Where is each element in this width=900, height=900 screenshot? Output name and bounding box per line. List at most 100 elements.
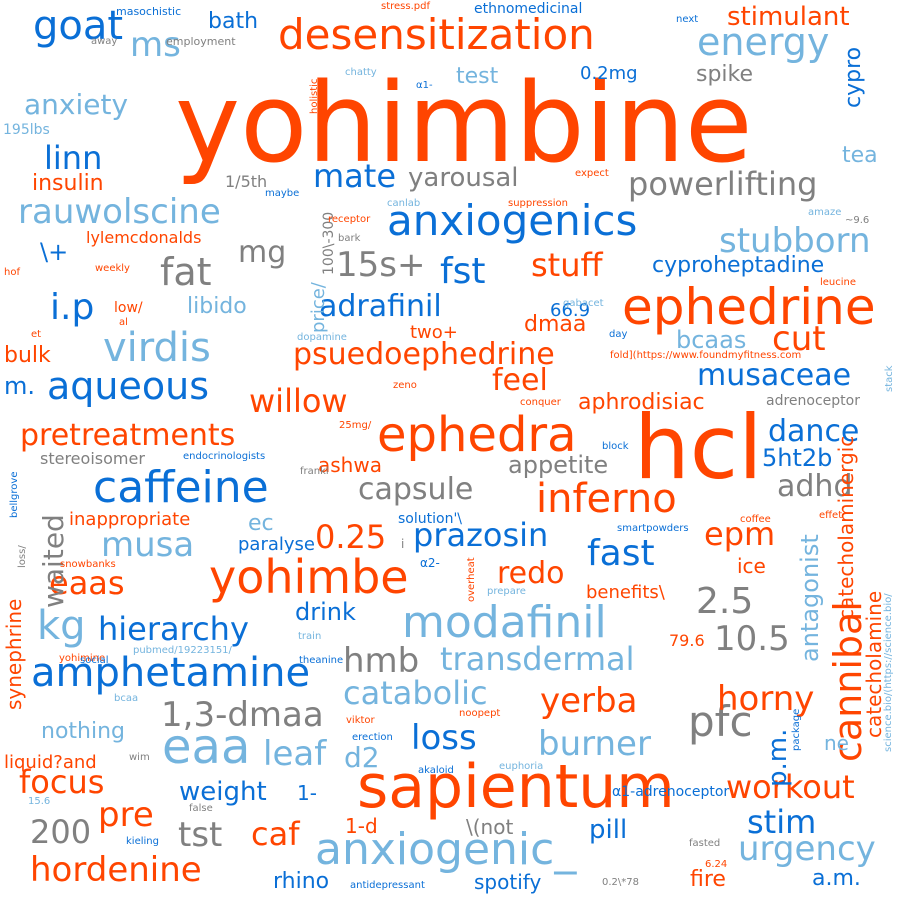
word-200: 200 — [30, 813, 92, 851]
word-willow: willow — [249, 382, 348, 420]
word-false: false — [189, 803, 213, 814]
word-feel: feel — [492, 363, 548, 398]
word-chatty: chatty — [345, 67, 377, 78]
word-fire: fire — [690, 867, 726, 892]
word-dopamine: dopamine — [297, 332, 347, 343]
word-ne: ne — [824, 731, 849, 755]
word-musaceae: musaceae — [697, 358, 852, 393]
word-symbol: \+ — [40, 238, 69, 266]
word-goat: goat — [33, 3, 124, 49]
word-1-5th: 1/5th — [225, 172, 268, 191]
word-test: test — [456, 64, 499, 89]
word-rauwolscine: rauwolscine — [18, 192, 221, 232]
word-effet: effet — [819, 510, 843, 521]
word-synephrine: synephrine — [2, 598, 26, 710]
word-α1: α1- — [416, 80, 433, 91]
word-p-m: p.m. — [763, 728, 793, 787]
word-yerba: yerba — [540, 681, 638, 721]
word-anxiogenic: anxiogenic_ — [315, 824, 577, 875]
word-day: day — [609, 329, 628, 340]
word-0-2mg: 0.2mg — [580, 63, 638, 84]
word-employment: employment — [166, 35, 236, 48]
word-2-5: 2.5 — [696, 581, 754, 622]
word-10-5: 10.5 — [714, 619, 790, 659]
word-yohimine: yohimine — [59, 653, 106, 664]
word-fst: fst — [440, 251, 486, 292]
word-ephedrine: ephedrine — [622, 278, 876, 336]
word-burner: burner — [538, 724, 651, 764]
word-transdermal: transdermal — [440, 640, 635, 678]
word-next: next — [676, 14, 699, 25]
word-train: train — [298, 631, 322, 642]
word-weight: weight — [179, 777, 267, 807]
word-catecholamine: catecholamine — [862, 590, 886, 738]
word-dance: dance — [768, 414, 860, 449]
word-ephedra: ephedra — [377, 407, 577, 463]
word-dmaa: dmaa — [524, 312, 587, 337]
word-tst: tst — [178, 815, 223, 855]
word-anxiogenics: anxiogenics — [387, 196, 638, 245]
word-coffee: coffee — [740, 514, 771, 525]
word-fast: fast — [587, 533, 655, 574]
word-eaa: eaa — [162, 719, 251, 775]
word-79-6: 79.6 — [669, 631, 705, 650]
word-cyproheptadine: cyproheptadine — [652, 253, 825, 278]
word-15s: 15s+ — [336, 245, 426, 285]
word-1: 1- — [297, 781, 317, 805]
word-catabolic: catabolic — [343, 674, 488, 712]
word-spotify: spotify — [474, 870, 542, 894]
word-α2: α2- — [420, 556, 440, 570]
word-masochistic: masochistic — [116, 5, 182, 18]
word-ice: ice — [737, 554, 766, 578]
word-cut: cut — [772, 319, 826, 359]
word-nothing: nothing — [41, 719, 125, 744]
word-overheat: overheat — [466, 557, 477, 602]
word-liquid-and: liquid?and — [4, 752, 97, 773]
word-stuff: stuff — [531, 246, 603, 284]
word-inappropriate: inappropriate — [69, 509, 191, 530]
word-ethnomedicinal: ethnomedicinal — [474, 1, 583, 17]
word-psuedoephedrine: psuedoephedrine — [293, 337, 555, 372]
word-social: social — [80, 655, 109, 666]
word-15-6: 15.6 — [28, 796, 51, 807]
word-desensitization: desensitization — [278, 10, 595, 59]
word-stack: stack — [884, 365, 895, 392]
word-noopept: noopept — [459, 708, 501, 719]
word-yarousal: yarousal — [408, 163, 519, 193]
word-focus: focus — [19, 763, 105, 801]
word-loss: loss — [411, 718, 477, 758]
word-urgency: urgency — [738, 829, 876, 869]
word-mate: mate — [313, 157, 397, 195]
word-hcl: hcl — [634, 396, 763, 499]
word-wim: wim — [129, 752, 150, 763]
word-loss: loss/ — [17, 545, 28, 568]
word-akaloid: akaloid — [418, 765, 454, 776]
word-9-6: ~9.6 — [845, 215, 870, 226]
word-fasted: fasted — [689, 838, 721, 849]
word-virdis: virdis — [103, 325, 211, 371]
word-ec: ec — [248, 511, 274, 536]
word-snowbanks: snowbanks — [60, 559, 116, 570]
word-stimulant: stimulant — [727, 2, 850, 32]
word-leucine: leucine — [820, 277, 857, 288]
word-antidepressant: antidepressant — [350, 880, 425, 891]
word-hierarchy: hierarchy — [98, 610, 249, 648]
word-smartpowders: smartpowders — [617, 523, 689, 534]
word-capsule: capsule — [358, 472, 474, 507]
word-gabacet: gabacet — [563, 298, 604, 309]
word-i: i — [401, 537, 405, 551]
word-hordenine: hordenine — [30, 850, 202, 890]
word-antagonist: antagonist — [796, 534, 824, 662]
word-package: package — [791, 708, 802, 751]
word-bcaa: bcaa — [114, 693, 139, 704]
word-adrenoceptor: adrenoceptor — [766, 393, 860, 409]
word-two: two+ — [410, 322, 458, 343]
word-amphetamine: amphetamine — [31, 650, 311, 696]
word-aphrodisiac: aphrodisiac — [578, 390, 705, 415]
word-al: al — [119, 317, 128, 328]
word-bulk: bulk — [4, 343, 51, 368]
word-hof: hof — [4, 267, 20, 278]
word-pubmed-19223151: pubmed/19223151/ — [133, 645, 232, 656]
word-rhino: rhino — [273, 869, 330, 894]
word-horny: horny — [717, 679, 815, 719]
